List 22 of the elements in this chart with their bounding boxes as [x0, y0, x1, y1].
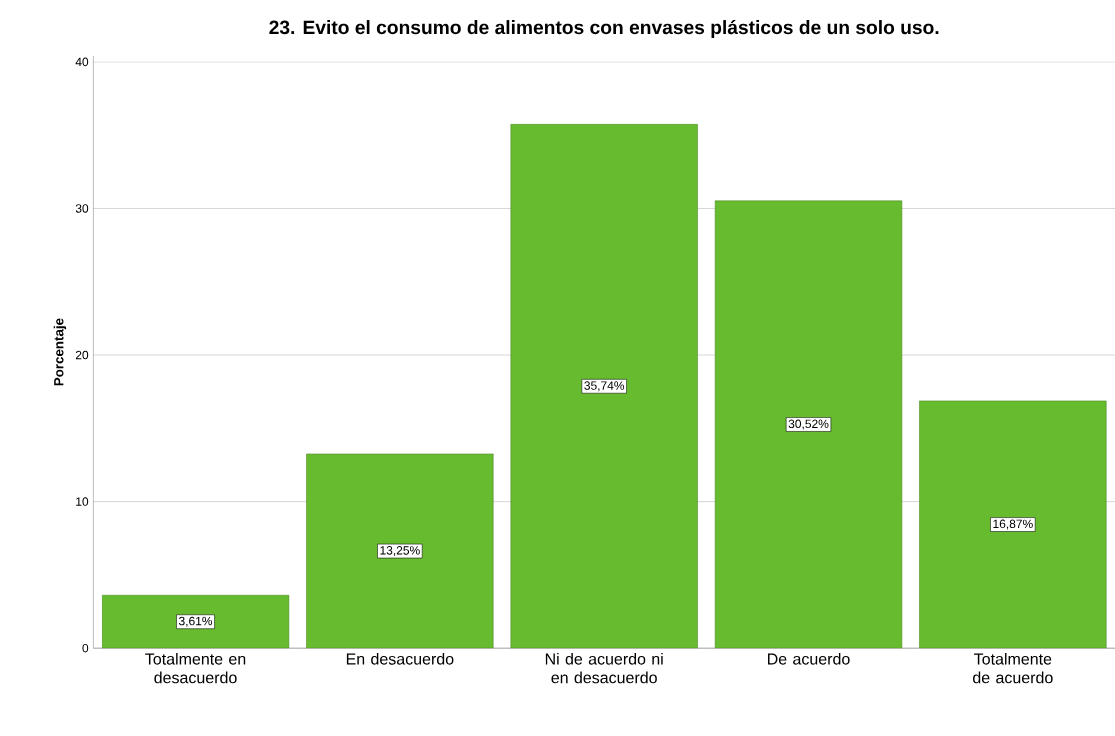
x-tick-label: Ni de acuerdo ni en desacuerdo	[545, 652, 663, 684]
y-tick-label: 20	[75, 350, 89, 360]
x-tick-label: De acuerdo	[768, 652, 850, 665]
y-tick-label: 10	[76, 497, 89, 506]
data-label: 13,25%	[380, 546, 420, 556]
x-tick-label: En desacuerdo	[346, 652, 454, 665]
y-tick-label: 30	[75, 204, 89, 213]
x-tick-label: Totalmente de acuerdo	[973, 652, 1053, 684]
data-label: 35,74%	[584, 381, 625, 392]
data-label: 3,61%	[178, 616, 213, 627]
bar	[714, 200, 903, 649]
data-label: 30,52%	[788, 419, 829, 430]
chart-title: 23. Evito el consumo de alimentos con envases plásticos de un solo uso.	[269, 19, 939, 38]
y-axis-title: Porcentaje	[53, 318, 67, 386]
bar	[919, 400, 1107, 649]
y-tick-label: 0	[82, 643, 89, 653]
bar	[101, 594, 290, 649]
x-tick-label: Totalmente en desacuerdo	[145, 652, 246, 684]
bar	[306, 453, 494, 649]
data-label: 16,87%	[993, 519, 1033, 530]
y-tick-label: 40	[75, 57, 89, 67]
bar	[510, 123, 698, 649]
